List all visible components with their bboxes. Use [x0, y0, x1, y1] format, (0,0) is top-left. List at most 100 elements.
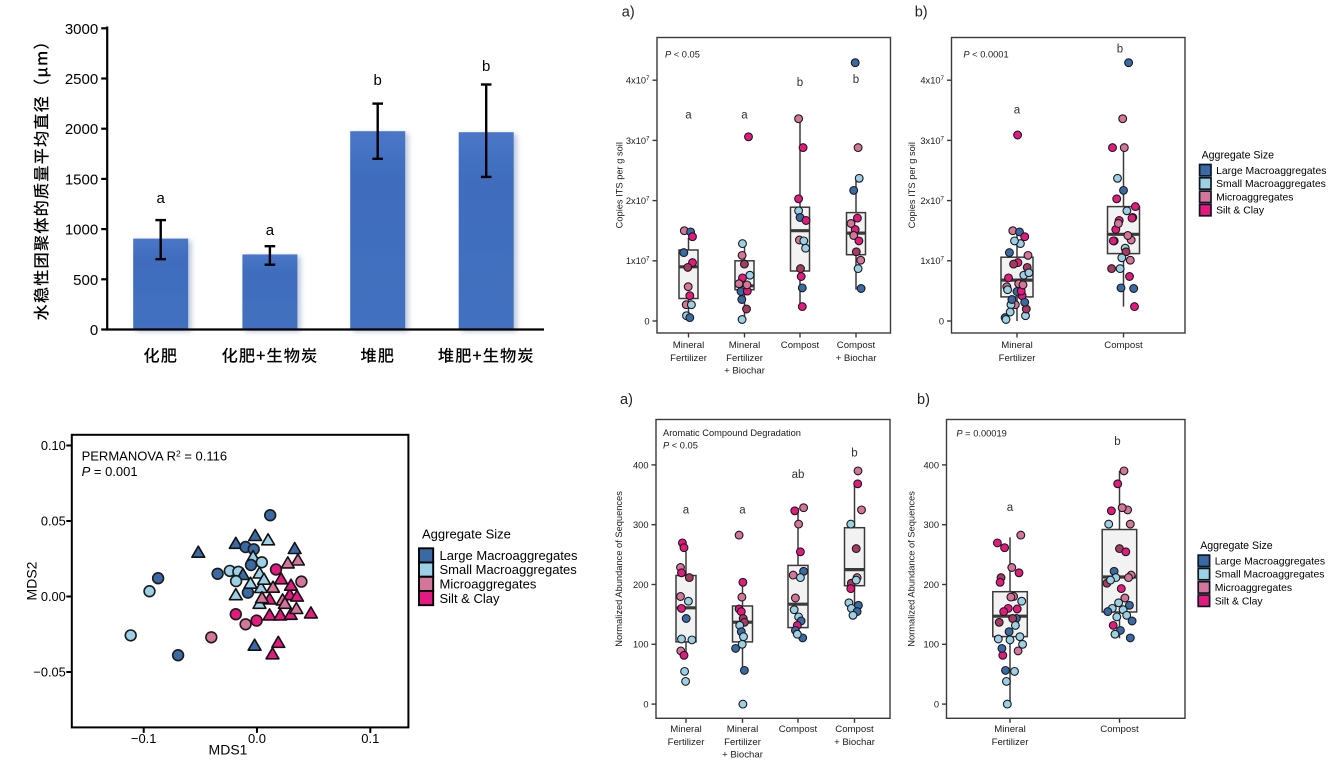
svg-text:MDS2: MDS2 — [24, 561, 40, 600]
svg-text:0.0: 0.0 — [248, 731, 266, 746]
svg-text:100: 100 — [633, 640, 649, 650]
svg-text:3x107: 3x107 — [920, 135, 944, 146]
svg-text:Mineral: Mineral — [729, 340, 760, 351]
svg-text:a: a — [741, 110, 748, 122]
svg-text:Fertilizer: Fertilizer — [726, 353, 764, 364]
svg-text:b: b — [853, 74, 859, 86]
svg-text:Silt & Clay: Silt & Clay — [440, 591, 500, 606]
svg-text:Microaggregates: Microaggregates — [440, 577, 537, 592]
svg-text:Copies ITS per g soil: Copies ITS per g soil — [615, 142, 625, 228]
svg-text:300: 300 — [633, 520, 649, 530]
svg-text:Fertilizer: Fertilizer — [999, 353, 1037, 364]
svg-text:Silt & Clay: Silt & Clay — [1215, 596, 1264, 607]
svg-text:4x107: 4x107 — [626, 75, 650, 86]
svg-text:2x107: 2x107 — [920, 196, 944, 207]
svg-text:Aromatic Compound Degradation: Aromatic Compound Degradation — [663, 428, 801, 438]
svg-text:1000: 1000 — [65, 222, 98, 239]
svg-text:P < 0.05: P < 0.05 — [665, 50, 700, 60]
svg-text:0.1: 0.1 — [361, 731, 379, 746]
svg-text:a: a — [1014, 105, 1021, 117]
svg-text:Normalized Abundance of Sequen: Normalized Abundance of Sequences — [614, 491, 624, 647]
svg-text:MDS1: MDS1 — [209, 742, 248, 758]
svg-text:a: a — [1007, 502, 1014, 514]
svg-text:Large Macroaggregates: Large Macroaggregates — [440, 548, 579, 563]
svg-text:0.00: 0.00 — [41, 589, 66, 604]
svg-text:Fertilizer: Fertilizer — [668, 737, 706, 748]
svg-text:0: 0 — [934, 700, 939, 710]
svg-text:100: 100 — [923, 640, 939, 650]
svg-text:a: a — [157, 190, 166, 207]
svg-text:4x107: 4x107 — [920, 75, 944, 86]
svg-text:−0.05: −0.05 — [33, 665, 65, 680]
svg-text:3x107: 3x107 — [626, 135, 650, 146]
svg-text:Compost: Compost — [837, 340, 876, 351]
svg-text:0.05: 0.05 — [41, 514, 66, 529]
svg-text:Mineral: Mineral — [994, 724, 1025, 735]
svg-text:Copies ITS per g soil: Copies ITS per g soil — [907, 142, 917, 228]
svg-text:0: 0 — [939, 316, 944, 326]
svg-text:Aggregate Size: Aggregate Size — [1200, 540, 1273, 552]
svg-text:400: 400 — [633, 460, 649, 470]
svg-text:Compost: Compost — [781, 340, 820, 351]
svg-text:a: a — [685, 110, 692, 122]
svg-text:b: b — [1117, 44, 1123, 56]
svg-text:Aggregate Size: Aggregate Size — [422, 526, 511, 541]
svg-text:Mineral: Mineral — [673, 340, 704, 351]
svg-text:500: 500 — [73, 272, 98, 289]
svg-text:b): b) — [915, 5, 928, 21]
svg-text:+ Biochar: + Biochar — [724, 366, 766, 377]
svg-text:2500: 2500 — [65, 71, 98, 88]
svg-text:+ Biochar: + Biochar — [834, 737, 876, 748]
svg-text:Compost: Compost — [1104, 340, 1143, 351]
svg-text:b: b — [374, 72, 382, 89]
svg-text:Large Macroaggregates: Large Macroaggregates — [1215, 556, 1325, 567]
svg-text:+ Biochar: + Biochar — [836, 353, 878, 364]
svg-text:1x107: 1x107 — [626, 256, 650, 267]
svg-text:2x107: 2x107 — [626, 196, 650, 207]
svg-text:P = 0.001: P = 0.001 — [82, 464, 138, 479]
svg-text:a): a) — [622, 5, 635, 21]
svg-text:Microaggregates: Microaggregates — [1216, 192, 1293, 203]
svg-text:−0.1: −0.1 — [131, 731, 157, 746]
svg-text:0.10: 0.10 — [41, 438, 66, 453]
svg-text:b: b — [1114, 436, 1120, 448]
svg-text:200: 200 — [633, 580, 649, 590]
svg-text:Microaggregates: Microaggregates — [1215, 583, 1292, 594]
svg-text:P < 0.05: P < 0.05 — [663, 441, 698, 451]
svg-text:b: b — [797, 77, 803, 89]
svg-text:Mineral: Mineral — [670, 724, 701, 735]
svg-text:Compost: Compost — [835, 724, 874, 735]
svg-text:Fertilizer: Fertilizer — [670, 353, 708, 364]
svg-text:a: a — [739, 505, 746, 517]
svg-text:Small Macroaggregates: Small Macroaggregates — [1215, 570, 1325, 581]
svg-text:b: b — [851, 447, 857, 459]
svg-text:Fertilizer: Fertilizer — [992, 737, 1030, 748]
svg-text:P = 0.00019: P = 0.00019 — [956, 429, 1006, 439]
svg-text:Small Macroaggregates: Small Macroaggregates — [1216, 179, 1326, 190]
svg-text:a): a) — [620, 392, 633, 408]
svg-text:400: 400 — [923, 460, 939, 470]
svg-text:0: 0 — [643, 700, 648, 710]
svg-text:3000: 3000 — [65, 21, 98, 38]
svg-text:Aggregate Size: Aggregate Size — [1202, 150, 1275, 162]
svg-text:Normalized Abundance of Sequen: Normalized Abundance of Sequences — [907, 491, 917, 647]
svg-text:Mineral: Mineral — [1001, 340, 1032, 351]
svg-text:a: a — [683, 505, 690, 517]
svg-text:2000: 2000 — [65, 121, 98, 138]
svg-text:0: 0 — [644, 316, 649, 326]
svg-text:b: b — [482, 58, 490, 75]
svg-text:Compost: Compost — [1100, 724, 1139, 735]
svg-text:P < 0.0001: P < 0.0001 — [963, 50, 1008, 60]
svg-text:+ Biochar: + Biochar — [722, 750, 764, 761]
svg-text:Fertilizer: Fertilizer — [724, 737, 762, 748]
svg-text:0: 0 — [90, 322, 98, 339]
svg-text:b): b) — [917, 392, 930, 408]
svg-text:300: 300 — [923, 520, 939, 530]
svg-text:Small Macroaggregates: Small Macroaggregates — [440, 562, 578, 577]
svg-text:ab: ab — [792, 469, 805, 481]
svg-text:1x107: 1x107 — [920, 256, 944, 267]
svg-text:a: a — [266, 222, 275, 239]
svg-text:PERMANOVA R2 = 0.116: PERMANOVA R2 = 0.116 — [82, 449, 228, 464]
svg-text:1500: 1500 — [65, 171, 98, 188]
svg-text:Silt & Clay: Silt & Clay — [1216, 206, 1265, 217]
